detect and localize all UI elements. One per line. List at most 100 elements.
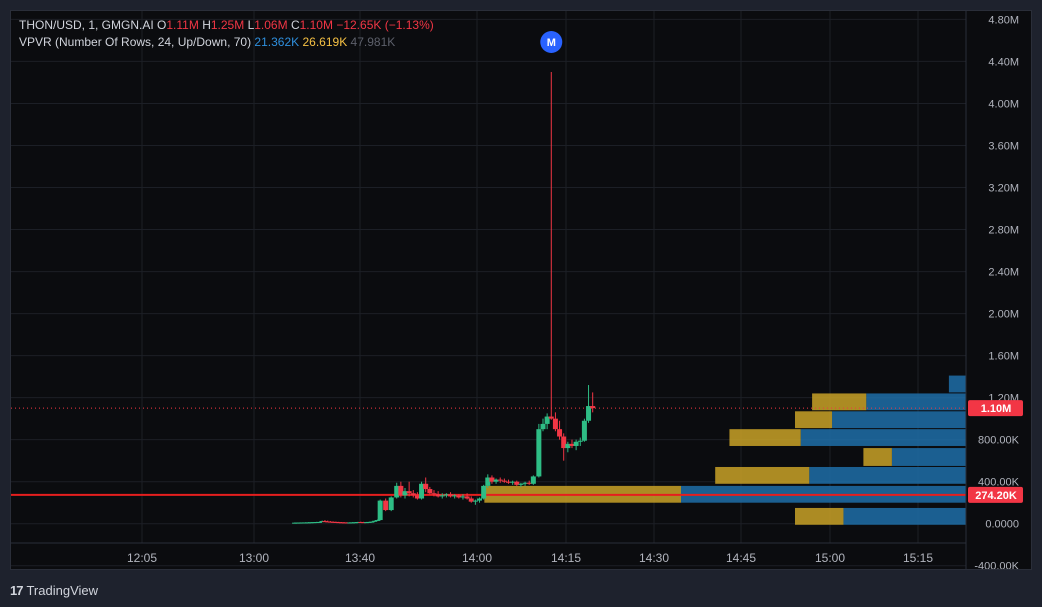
candle-body [557, 429, 563, 437]
candle-body [493, 479, 499, 482]
candle-body [423, 483, 429, 490]
volume-profile-down-bar [812, 393, 867, 411]
change-value: −12.65K (−1.13%) [336, 18, 434, 32]
candle-body [294, 522, 300, 524]
candle-body [347, 522, 353, 524]
last-price-tag: 1.10M [981, 403, 1012, 415]
candle-body [308, 522, 314, 524]
candle-body [522, 482, 528, 484]
chart-pane[interactable]: 4.80M 4.40M 4.00M 3.60M 3.20M 2.80M 2.40M 2.00M… [10, 10, 1032, 570]
candle-body [366, 521, 372, 523]
candle-body [383, 500, 389, 511]
volume-profile-down-bar [729, 429, 801, 446]
y-tick-label: 0.0000 [985, 519, 1019, 531]
candle-body [333, 521, 339, 523]
volume-profile-down-bar [715, 466, 810, 484]
candle-body [443, 494, 449, 496]
y-tick-label: 3.60M [988, 140, 1019, 152]
chart-canvas[interactable]: 4.80M 4.40M 4.00M 3.60M 3.20M 2.80M 2.40M 2.00M… [11, 11, 1032, 570]
y-tick-label: 2.40M [988, 267, 1019, 279]
candles [292, 71, 596, 524]
high-value: 1.25M [210, 18, 245, 32]
volume-profile-down-bar [795, 507, 844, 525]
candle-body [468, 498, 474, 502]
candle-body [489, 477, 495, 482]
candle-body [322, 521, 328, 523]
y-tick-label: 4.40M [988, 56, 1019, 68]
candle-body [374, 520, 380, 522]
volume-profile-up-bar [843, 507, 966, 525]
candle-body [305, 522, 311, 524]
candle-body [344, 522, 350, 524]
candle-body [485, 477, 491, 486]
candle-body [336, 522, 342, 524]
candle-body [431, 493, 437, 495]
candle-body [355, 522, 361, 524]
candle-body [377, 500, 383, 521]
volume-profile-up-bar [809, 466, 966, 484]
candle-body [581, 420, 587, 441]
candle-body [435, 494, 441, 497]
candle-body [316, 521, 322, 523]
x-tick-label: 13:00 [239, 551, 269, 565]
candle-body [292, 522, 298, 524]
candle-body [460, 496, 466, 498]
candle-body [565, 443, 571, 449]
volume-profile-up-bar [948, 375, 966, 393]
candle-body [363, 522, 369, 524]
candle-body [536, 429, 542, 477]
candle-body [394, 485, 400, 498]
symbol-label[interactable]: THON/USD, 1, GMGN.AI [19, 18, 154, 32]
candle-body [369, 521, 375, 523]
y-tick-label: 4.00M [988, 98, 1019, 110]
tradingview-logo-icon: 17 [10, 582, 24, 598]
y-tick-label: 2.80M [988, 225, 1019, 237]
volume-profile-up-bar [866, 393, 966, 411]
candle-body [372, 520, 378, 522]
candle-body [577, 440, 583, 442]
candle-body [526, 482, 532, 484]
candle-body [419, 483, 425, 499]
horizontal-line-tag-bg [968, 486, 1023, 503]
candle-body [398, 485, 404, 496]
candle-body [472, 500, 478, 502]
y-tick-label: 800.00K [978, 435, 1020, 447]
candle-body [352, 522, 358, 524]
candle-body [514, 481, 520, 485]
candle-body [402, 491, 408, 496]
x-tick-label: 14:45 [726, 551, 756, 565]
ohlc-legend-row[interactable]: THON/USD, 1, GMGN.AI O1.11M H1.25M L1.06… [19, 17, 434, 34]
x-tick-label: 15:15 [903, 551, 933, 565]
event-marker-label: M [547, 37, 556, 49]
y-tick-label: 2.00M [988, 309, 1019, 321]
candle-body [452, 495, 458, 497]
y-tick-label: 400.00K [978, 477, 1020, 489]
event-markers[interactable]: M [540, 31, 563, 53]
candle-body [300, 522, 306, 524]
x-tick-label: 14:30 [639, 551, 669, 565]
last-price-tag-bg [968, 400, 1023, 417]
y-tick-label: 3.20M [988, 183, 1019, 195]
candle-body [448, 494, 454, 497]
footer-branding[interactable]: 17 TradingView [10, 580, 98, 600]
candle-body [506, 481, 511, 483]
candle-body [330, 521, 336, 523]
candle-body [590, 406, 596, 409]
event-marker-icon[interactable] [540, 31, 563, 53]
candle-body [569, 443, 575, 446]
x-tick-label: 13:40 [345, 551, 375, 565]
low-label: L [247, 18, 255, 32]
horizontal-line-tag: 274.20K [975, 490, 1017, 502]
close-value: 1.10M [299, 18, 333, 32]
indicator-label[interactable]: VPVR (Number Of Rows, 24, Up/Down, 70) [19, 35, 252, 49]
candle-body [325, 521, 331, 523]
candle-body [586, 406, 592, 421]
indicator-legend-row[interactable]: VPVR (Number Of Rows, 24, Up/Down, 70) 2… [19, 34, 434, 51]
vp-up-value: 21.362K [254, 35, 300, 49]
price-lines [11, 407, 966, 496]
axes: 4.80M 4.40M 4.00M 3.60M 3.20M 2.80M 2.40M 2.00M… [11, 11, 1031, 570]
vp-total-value: 47.981K [350, 35, 396, 49]
y-tick-label: -400.00K [974, 561, 1019, 570]
candle-body [456, 495, 462, 498]
candle-body [303, 522, 309, 524]
